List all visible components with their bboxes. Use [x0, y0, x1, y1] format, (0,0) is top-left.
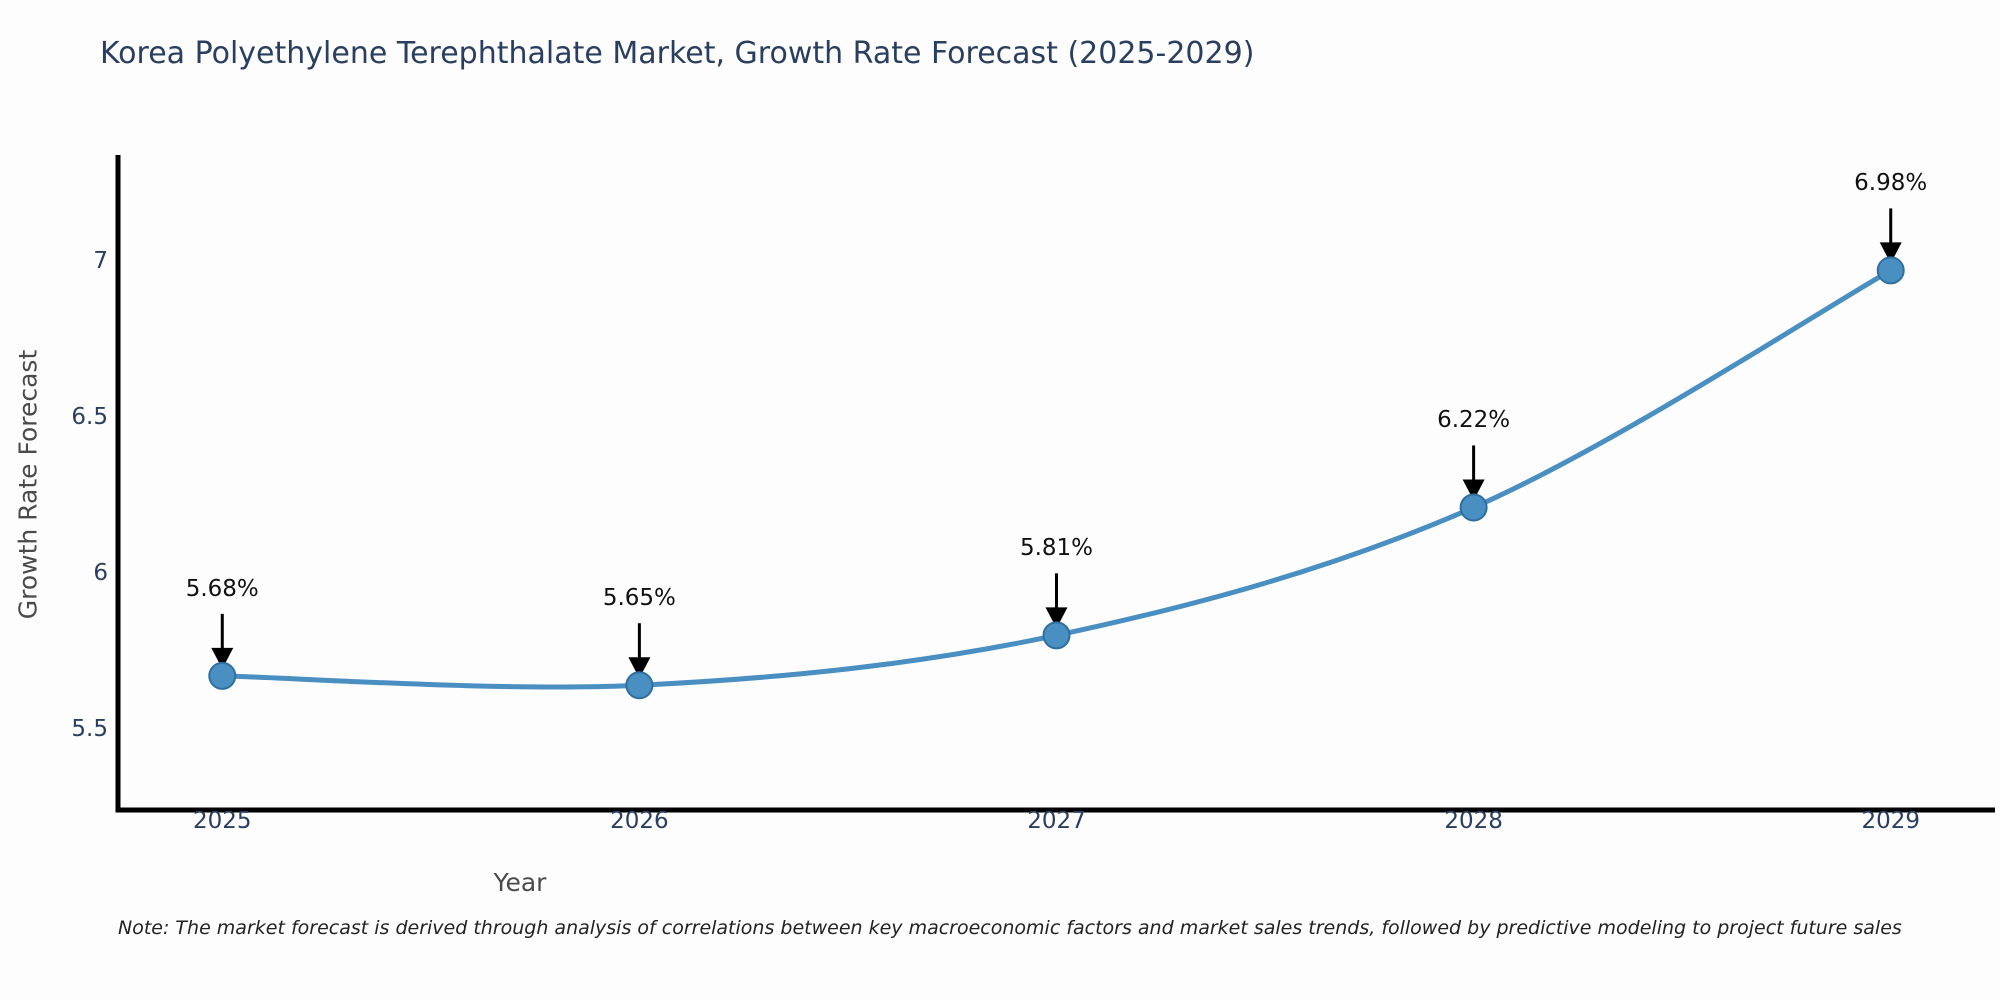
chart-title: Korea Polyethylene Terephthalate Market,… — [100, 36, 1255, 71]
x-tick-label: 2026 — [610, 808, 669, 834]
x-tick-label: 2027 — [1027, 808, 1086, 834]
y-tick-label: 6.5 — [71, 404, 108, 431]
y-tick-label: 6 — [93, 560, 108, 587]
x-axis-title: Year — [0, 868, 2000, 897]
x-tick-label: 2025 — [192, 808, 252, 834]
data-label: 5.81% — [1019, 535, 1094, 562]
axis-spines — [115, 155, 1995, 813]
y-tick-label: 7 — [93, 248, 108, 275]
annotation-arrow-2 — [1045, 573, 1068, 629]
x-tick-label: 2028 — [1444, 808, 1503, 834]
data-point-marker[interactable] — [1042, 621, 1071, 650]
annotation-arrow-0 — [211, 613, 234, 669]
x-axis-title-text: Year — [493, 868, 547, 897]
data-point-marker[interactable] — [208, 661, 237, 690]
data-label: 6.98% — [1854, 170, 1928, 197]
x-tick-label: 2029 — [1861, 808, 1920, 834]
data-label: 5.65% — [602, 585, 676, 612]
data-point-marker[interactable] — [1459, 493, 1488, 522]
annotation-arrow-3 — [1462, 445, 1485, 501]
data-label: 6.22% — [1437, 407, 1511, 434]
chart-note: Note: The market forecast is derived thr… — [118, 917, 1902, 939]
data-point-marker[interactable] — [625, 671, 654, 700]
annotation-arrow-4 — [1879, 208, 1902, 264]
data-point-marker[interactable] — [1876, 256, 1905, 285]
data-label: 5.68% — [185, 575, 259, 602]
annotation-arrow-1 — [628, 623, 651, 679]
y-tick-label: 5.5 — [71, 716, 108, 743]
